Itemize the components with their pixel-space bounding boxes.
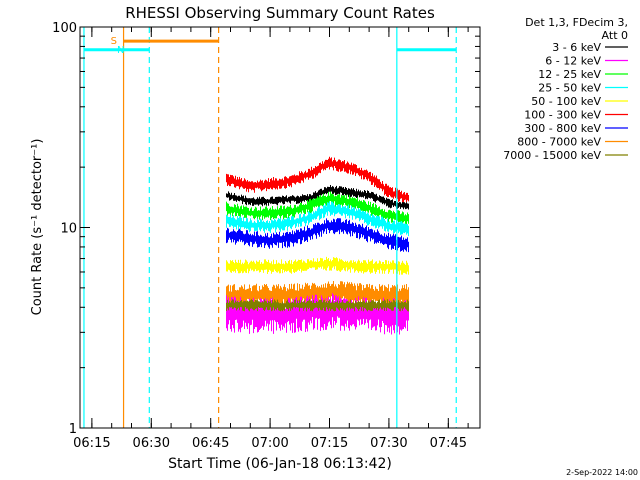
chart-title: RHESSI Observing Summary Count Rates bbox=[125, 4, 435, 22]
legend-entry-label: 100 - 300 keV bbox=[524, 109, 601, 122]
axes: 1 10 100 06:15 06:30 06:45 07:00 07:15 07:30 07:4… bbox=[52, 21, 480, 451]
y-axis-label: Count Rate (s⁻¹ detector⁻¹) bbox=[30, 139, 45, 316]
x-tick-label: 07:30 bbox=[370, 436, 407, 451]
legend-entry-label: 3 - 6 keV bbox=[552, 41, 601, 54]
y-tick-label: 10 bbox=[60, 222, 77, 237]
x-tick-label: 07:00 bbox=[251, 436, 288, 451]
series-300-800keV bbox=[226, 218, 409, 253]
legend-entry-label: 6 - 12 keV bbox=[545, 55, 601, 68]
legend-entry-label: 300 - 800 keV bbox=[524, 122, 601, 135]
series-12-25keV bbox=[226, 191, 409, 225]
y-tick-label: 100 bbox=[52, 21, 77, 36]
x-tick-label: 07:15 bbox=[311, 436, 348, 451]
x-tick-label: 06:30 bbox=[133, 436, 170, 451]
legend-entry-label: 50 - 100 keV bbox=[531, 95, 601, 108]
series-7000-15000keV bbox=[226, 299, 409, 312]
x-tick-label: 07:45 bbox=[430, 436, 467, 451]
interval-bar-label: S bbox=[111, 36, 117, 47]
x-tick-label: 06:45 bbox=[192, 436, 229, 451]
series-50-100keV bbox=[226, 256, 409, 275]
series-3-6keV bbox=[226, 185, 409, 210]
legend-entry-label: 12 - 25 keV bbox=[538, 68, 601, 81]
x-axis-label: Start Time (06-Jan-18 06:13:42) bbox=[168, 456, 392, 472]
legend-header: Att 0 bbox=[602, 29, 628, 42]
series-6-12keV bbox=[226, 293, 409, 335]
legend-entry-label: 7000 - 15000 keV bbox=[503, 149, 601, 162]
legend-entry-label: 800 - 7000 keV bbox=[517, 136, 601, 149]
plot-data-area bbox=[226, 156, 409, 335]
interval-bar-label: N bbox=[117, 45, 124, 56]
footer-date: 2-Sep-2022 14:00 bbox=[566, 468, 638, 477]
series-25-50keV bbox=[226, 201, 409, 237]
legend-header: Det 1,3, FDecim 3, bbox=[525, 16, 628, 29]
series-100-300keV bbox=[226, 156, 409, 203]
legend-entry-label: 25 - 50 keV bbox=[538, 82, 601, 95]
x-tick-label: 06:15 bbox=[73, 436, 110, 451]
y-tick-label: 1 bbox=[69, 422, 77, 437]
series-800-7000keV bbox=[226, 281, 409, 308]
